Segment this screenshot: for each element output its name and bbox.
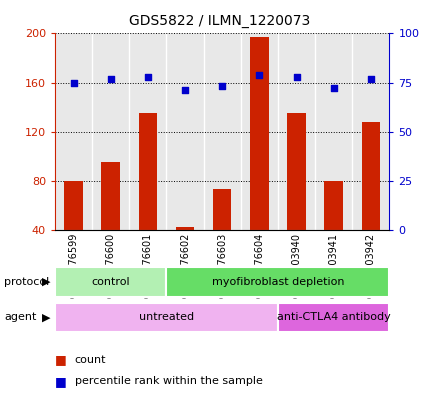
- Text: ▶: ▶: [42, 277, 51, 287]
- Bar: [324, 181, 343, 230]
- Bar: [64, 181, 83, 230]
- Text: ■: ■: [55, 353, 67, 366]
- Bar: [278, 303, 389, 332]
- Text: count: count: [75, 354, 106, 365]
- Point: [219, 83, 226, 90]
- Point: [293, 73, 300, 80]
- Bar: [176, 228, 194, 230]
- Text: protocol: protocol: [4, 277, 50, 287]
- Point: [256, 72, 263, 78]
- Bar: [55, 303, 278, 332]
- Text: percentile rank within the sample: percentile rank within the sample: [75, 376, 263, 386]
- Text: control: control: [92, 277, 130, 287]
- Text: ▶: ▶: [42, 312, 51, 322]
- Bar: [250, 37, 269, 230]
- Point: [107, 75, 114, 82]
- Point: [70, 79, 77, 86]
- Bar: [362, 122, 380, 230]
- Bar: [287, 113, 306, 230]
- Bar: [166, 267, 389, 297]
- Text: anti-CTLA4 antibody: anti-CTLA4 antibody: [277, 312, 391, 322]
- Text: ■: ■: [55, 375, 67, 388]
- Bar: [55, 267, 166, 297]
- Bar: [139, 113, 157, 230]
- Text: untreated: untreated: [139, 312, 194, 322]
- Bar: [213, 189, 231, 230]
- Point: [144, 73, 151, 80]
- Bar: [102, 162, 120, 230]
- Point: [367, 75, 374, 82]
- Text: agent: agent: [4, 312, 37, 322]
- Text: GDS5822 / ILMN_1220073: GDS5822 / ILMN_1220073: [129, 14, 311, 28]
- Point: [182, 87, 189, 94]
- Text: myofibroblast depletion: myofibroblast depletion: [212, 277, 344, 287]
- Point: [330, 85, 337, 92]
